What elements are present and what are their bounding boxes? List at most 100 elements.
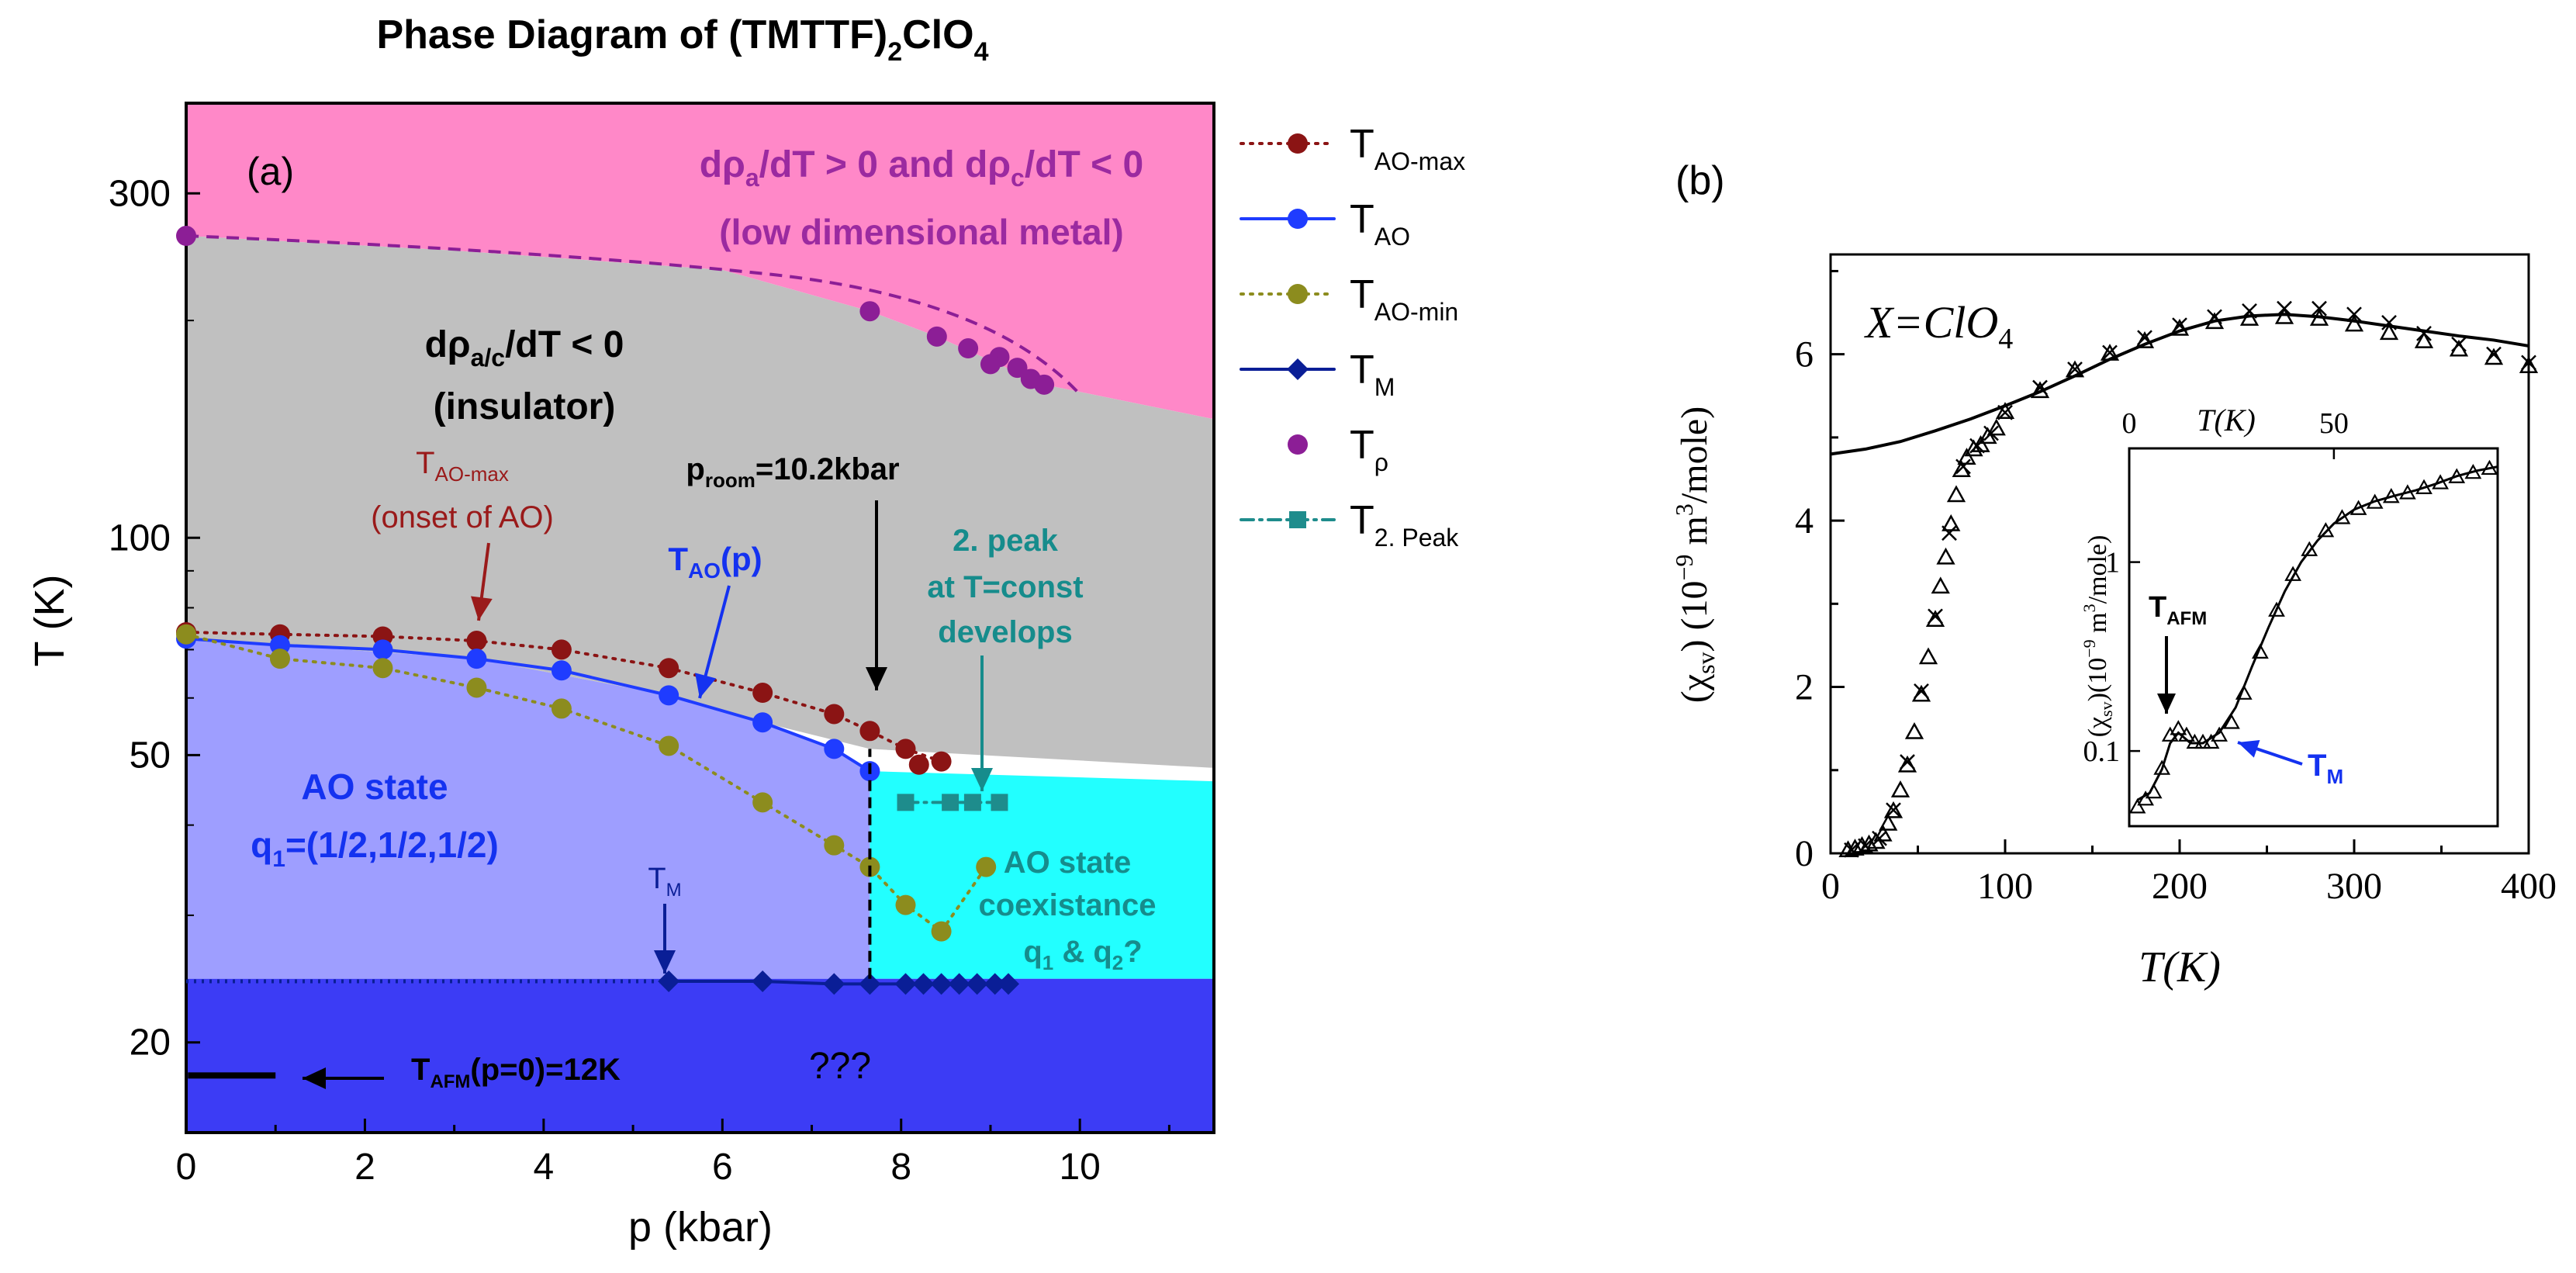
marker-ao_min	[551, 698, 572, 719]
insulator-region-label: dρa/c/dT < 0	[425, 324, 624, 372]
ao-state-q-label: q1=(1/2,1/2,1/2)	[251, 825, 499, 872]
triangle-marker	[2414, 331, 2434, 348]
x-tick-label-a: 4	[534, 1147, 555, 1188]
trho-curve	[185, 234, 1081, 396]
cross-marker	[1872, 830, 1887, 846]
legend-marker-ao_max	[1288, 133, 1308, 154]
legend-label-main: T	[1350, 348, 1374, 393]
marker-t2peak	[963, 794, 981, 811]
peak-annotation-line1: 2. peak	[953, 524, 1058, 558]
cross-marker	[2172, 317, 2187, 334]
inset-x-tick-label: 50	[2319, 407, 2349, 440]
triangle-marker	[1978, 427, 1997, 445]
marker-trho	[958, 338, 979, 359]
cross-marker	[1942, 525, 1957, 541]
inset-triangle-marker	[2382, 487, 2400, 503]
marker-ao_max	[895, 739, 916, 759]
inset-triangle-marker	[2153, 759, 2171, 775]
marker-ao_max	[466, 631, 487, 652]
marker-ao_min	[269, 649, 290, 669]
series-b	[1830, 300, 2539, 858]
marker-ao_min	[176, 624, 196, 645]
inset-triangle-marker	[2137, 790, 2154, 806]
inset-frame	[2128, 447, 2499, 828]
inset-x-tick-label: 0	[2122, 407, 2137, 440]
coexist-label-line1: AO state	[1004, 846, 1132, 880]
triangle-marker	[1986, 418, 2006, 436]
marker-trho	[1007, 358, 1028, 379]
x-tick-label-b: 200	[2152, 866, 2208, 907]
coexist-region	[870, 771, 1214, 979]
marker-ao_max	[659, 658, 679, 679]
coexist-label-line2: coexistance	[978, 888, 1156, 922]
inset-triangle-marker	[2350, 500, 2367, 515]
series-a	[176, 226, 1081, 1079]
triangle-marker	[1890, 780, 1910, 797]
x-tick-label-b: 400	[2501, 866, 2557, 907]
inset-triangle-marker	[2235, 684, 2253, 700]
cross-marker	[1983, 425, 1999, 441]
tao-arrow-head	[695, 673, 717, 698]
cross-marker	[1858, 838, 1873, 854]
y-tick-label-a: 20	[130, 1022, 171, 1064]
x-tick-label-a: 8	[890, 1147, 911, 1188]
inset-y-tick-label: 0.1	[2083, 735, 2121, 768]
ao-max-annotation-line2: (onset of AO)	[371, 500, 554, 534]
marker-tm	[894, 973, 917, 995]
cross-marker	[2242, 303, 2257, 319]
ao-state-region	[186, 638, 870, 979]
marker-ao_max	[908, 754, 929, 775]
marker-ao_min	[976, 856, 997, 877]
inset-triangle-marker	[2268, 601, 2285, 617]
marker-tm	[984, 973, 1006, 995]
compound-label: X=ClO4	[1864, 297, 2013, 355]
marker-ao_max	[859, 721, 880, 742]
cross-marker	[1886, 802, 1901, 818]
legend-marker-tm	[1287, 358, 1309, 380]
marker-t2peak	[942, 794, 960, 811]
triangle-marker	[2309, 309, 2329, 326]
inset-triangle-marker	[2464, 463, 2482, 479]
marker-ao	[752, 712, 773, 733]
triangle-marker	[2379, 323, 2399, 341]
x-tick-label-b: 100	[1977, 866, 2033, 907]
inset-b: 0 50 0.1 1 T(K) (χsv)(10−9 m3/mole) TAFM TM	[2080, 403, 2499, 828]
legend-label-sub: 2. Peak	[1374, 524, 1460, 552]
unknown-region-label: ???	[809, 1046, 871, 1087]
triangle-marker	[2100, 344, 2120, 361]
inset-triangle-marker	[2317, 522, 2335, 538]
inset-triangle-marker	[2178, 726, 2195, 742]
cross-marker	[2032, 379, 2048, 396]
p-room-arrow-head	[866, 667, 887, 690]
inset-axes: 0 50 0.1 1	[2083, 407, 2349, 768]
legend-marker-t2peak	[1289, 511, 1306, 528]
insulator-region	[186, 236, 1214, 768]
cross-marker	[2137, 330, 2152, 346]
coexist-label-line3: q1 & q2?	[1023, 935, 1142, 974]
marker-tm	[658, 970, 680, 993]
marker-ao_max	[931, 751, 952, 772]
legend-label-tm: TM	[1350, 348, 1395, 401]
y-tick-label-b: 6	[1795, 334, 1814, 375]
marker-tm	[912, 973, 935, 995]
marker-ao_min	[372, 658, 393, 679]
triangle-marker	[2344, 314, 2364, 332]
marker-tm	[930, 973, 953, 995]
marker-ao_min	[824, 835, 845, 856]
y-tick-label-a: 50	[130, 735, 171, 776]
inset-triangle-marker	[2186, 733, 2204, 749]
cross-marker	[2521, 355, 2536, 371]
inset-arrows	[2157, 636, 2303, 766]
fit-curve	[1830, 313, 2529, 456]
metal-region	[186, 103, 1214, 420]
cross-marker	[2486, 346, 2502, 362]
panel-a-label: (a)	[247, 150, 294, 193]
tafm-arrow-head	[303, 1067, 326, 1089]
marker-tm	[998, 973, 1019, 995]
inset-triangle-marker	[2448, 468, 2466, 483]
inset-triangle-marker	[2481, 459, 2498, 476]
metal-region-sublabel: (low dimensional metal)	[719, 212, 1123, 252]
metal-region-label: dρa/dT > 0 and dρc/dT < 0	[700, 144, 1143, 192]
